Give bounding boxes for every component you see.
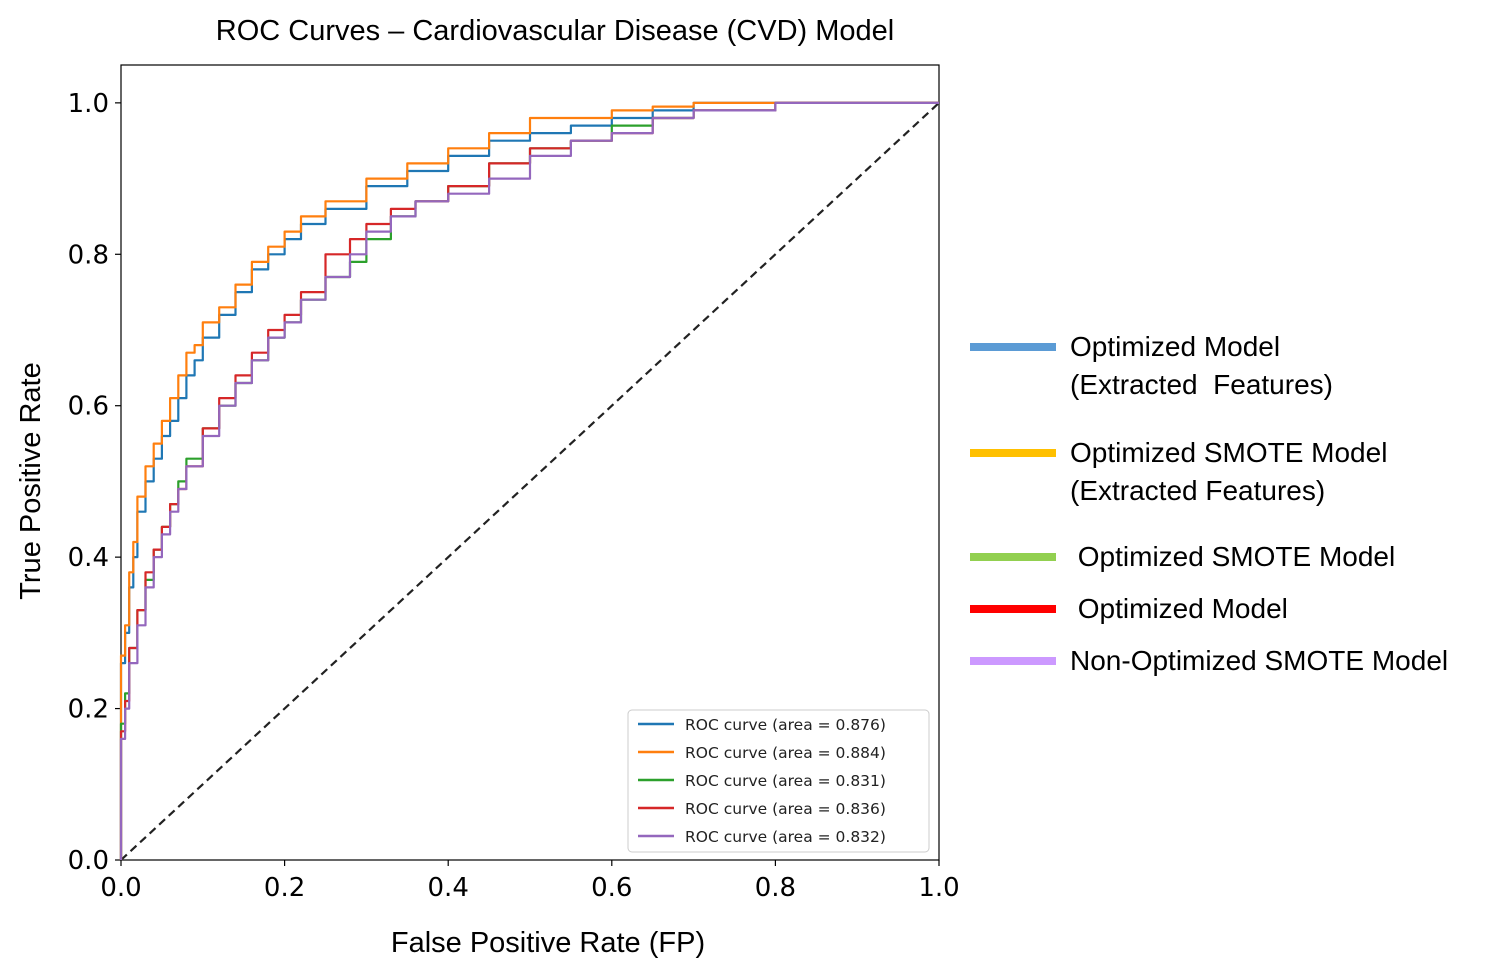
chart-title: ROC Curves – Cardiovascular Disease (CVD… — [216, 15, 894, 47]
external-legend-swatch — [970, 605, 1056, 613]
roc-series-line-2 — [119, 101, 939, 860]
x-tick-label: 0.0 — [100, 873, 141, 903]
x-tick-label: 0.8 — [755, 873, 796, 903]
roc-series-line-5 — [119, 101, 939, 860]
external-legend-label: Optimized SMOTE Model — [1070, 437, 1388, 468]
external-legend-label: (Extracted Features) — [1070, 369, 1333, 400]
inner-legend-label: ROC curve (area = 0.831) — [685, 772, 886, 790]
external-legend-label: Optimized SMOTE Model — [1070, 541, 1396, 572]
chance-diagonal-line — [120, 102, 940, 861]
y-tick-label: 0.6 — [68, 392, 109, 422]
y-tick-label: 1.0 — [68, 89, 109, 119]
inner-legend-label: ROC curve (area = 0.836) — [685, 800, 886, 818]
inner-legend-label: ROC curve (area = 0.832) — [685, 828, 886, 846]
external-legend-swatch — [970, 449, 1056, 457]
external-legend-swatch — [970, 343, 1056, 351]
inner-legend-label: ROC curve (area = 0.884) — [685, 744, 886, 762]
inner-legend-box — [627, 709, 930, 853]
x-axis-label: False Positive Rate (FP) — [391, 927, 705, 959]
external-legend-label: (Extracted Features) — [1070, 475, 1326, 506]
external-legend-swatch — [970, 553, 1056, 561]
plot-area: 0.0 0.2 0.4 0.6 0.8 1.0 0.0 0.2 0.4 0.6 0.8 1.0 ROC … — [68, 64, 960, 903]
external-legend-label: Optimized Model — [1070, 593, 1288, 624]
x-tick-label: 0.2 — [264, 873, 305, 903]
external-legend-label: Optimized Model — [1070, 331, 1281, 362]
x-tick-label: 0.6 — [591, 873, 632, 903]
roc-series-line-1 — [119, 101, 939, 860]
x-tick-label: 1.0 — [918, 873, 959, 903]
inner-legend-label: ROC curve (area = 0.876) — [685, 716, 886, 734]
plot-frame — [120, 64, 940, 861]
y-tick-label: 0.2 — [68, 695, 109, 725]
external-legend-label: Non-Optimized SMOTE Model — [1070, 645, 1449, 676]
y-tick-label: 0.4 — [68, 543, 109, 573]
x-tick-label: 0.4 — [428, 873, 469, 903]
y-axis-label: True Positive Rate — [15, 362, 47, 599]
y-tick-label: 0.0 — [68, 846, 109, 876]
y-tick-label: 0.8 — [68, 240, 109, 270]
external-legend-swatch — [970, 657, 1056, 665]
